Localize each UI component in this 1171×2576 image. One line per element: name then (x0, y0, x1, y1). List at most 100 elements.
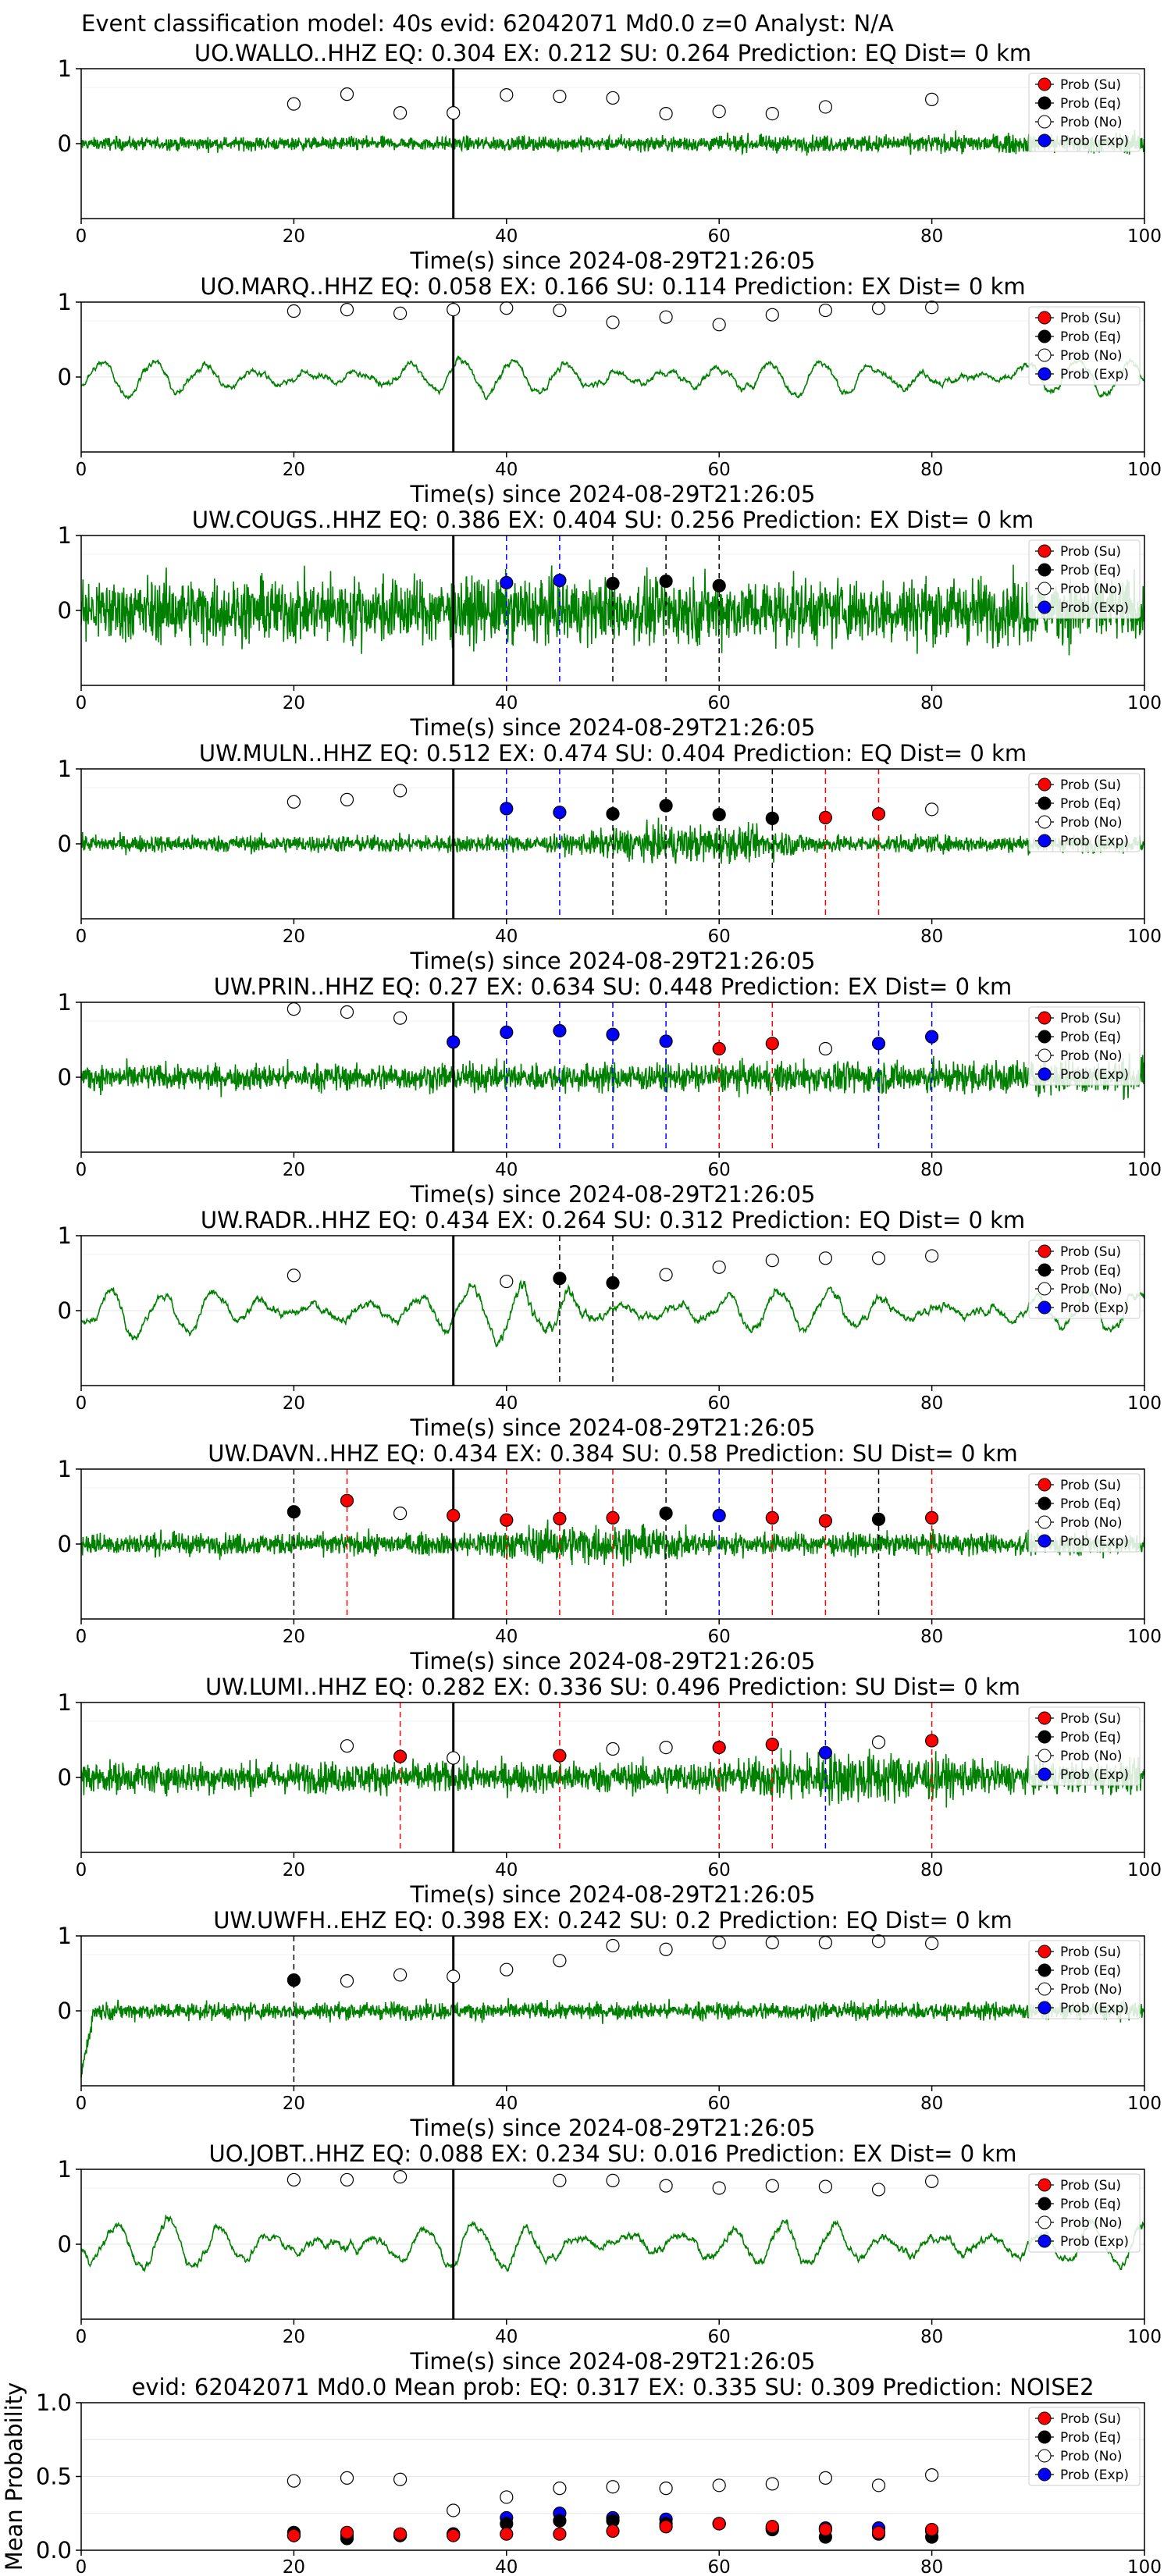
legend-label-exp: Prob (Exp) (1060, 2467, 1129, 2483)
prob-marker-no (712, 1260, 726, 1274)
prob-marker-no (818, 1251, 833, 1265)
panel-legend: Prob (Su) Prob (Eq) Prob (No) Prob (Exp) (1028, 73, 1141, 152)
x-axis-label: Time(s) since 2024-08-29T21:26:05 (410, 247, 816, 274)
waveform-trace (80, 1279, 1145, 1347)
x-tick-label: 100 (1127, 1160, 1162, 1180)
legend-marker-su (1038, 1244, 1052, 1258)
prob-marker-no (659, 310, 673, 324)
station-panel-4: UW.MULN..HHZ EQ: 0.512 EX: 0.474 SU: 0.4… (58, 740, 1162, 974)
prob-marker-eq (287, 1505, 301, 1519)
legend-label-eq: Prob (Eq) (1060, 1030, 1121, 1045)
mean-marker-no (287, 2474, 301, 2488)
legend-marker-no (1038, 115, 1052, 129)
legend-label-su: Prob (Su) (1060, 777, 1121, 793)
legend-marker-eq (1038, 563, 1052, 577)
mean-marker-no (924, 2468, 939, 2482)
legend-label-su: Prob (Su) (1060, 77, 1121, 93)
legend-marker-su (1038, 1478, 1052, 1492)
legend-frame (1028, 1006, 1141, 1086)
legend-label-no: Prob (No) (1060, 1515, 1123, 1531)
prob-marker-exp (818, 1745, 833, 1759)
prob-marker-no (606, 1938, 620, 1953)
prob-marker-eq (712, 578, 726, 592)
legend-label-eq: Prob (Eq) (1060, 2197, 1121, 2212)
prob-marker-no (871, 301, 886, 315)
prob-marker-exp (500, 1025, 514, 1040)
mean-marker-no (871, 2478, 886, 2492)
panel-legend: Prob (Su) Prob (Eq) Prob (No) Prob (Exp) (1028, 306, 1141, 386)
prob-marker-no (447, 106, 461, 120)
legend-marker-no (1038, 1048, 1052, 1062)
prob-marker-su (765, 1738, 779, 1752)
mean-marker-no (712, 2478, 726, 2492)
x-tick-label: 40 (495, 2557, 518, 2576)
x-tick-label: 80 (920, 2094, 943, 2114)
x-axis-label: Time(s) since 2024-08-29T21:26:05 (410, 714, 816, 741)
legend-frame (1028, 773, 1141, 852)
prob-marker-no (659, 2179, 673, 2193)
x-tick-label: 20 (283, 460, 305, 480)
mean-marker-no (818, 2471, 833, 2485)
legend-frame (1028, 306, 1141, 386)
x-tick-label: 0 (76, 1627, 87, 1647)
prob-marker-eq (659, 574, 673, 589)
waveform-trace (80, 1998, 1145, 2078)
legend-frame (1028, 1706, 1141, 1786)
prob-marker-no (871, 1934, 886, 1948)
legend-label-su: Prob (Su) (1060, 1011, 1121, 1026)
x-tick-label: 20 (283, 1627, 305, 1647)
x-tick-label: 20 (283, 2094, 305, 2114)
panel-title: UO.JOBT..HHZ EQ: 0.088 EX: 0.234 SU: 0.0… (209, 2140, 1017, 2167)
prob-marker-no (340, 303, 354, 317)
y-tick-label: 1 (58, 55, 72, 82)
x-tick-label: 80 (920, 2557, 943, 2576)
legend-frame (1028, 1240, 1141, 1319)
y-tick-label: 1 (58, 1689, 72, 1716)
waveform-trace (80, 1748, 1145, 1808)
mean-marker-no (500, 2490, 514, 2504)
x-axis-label: Time(s) since 2024-08-29T21:26:05 (410, 1181, 816, 1208)
prob-marker-no (287, 1268, 301, 1283)
y-tick-label: 1 (58, 1222, 72, 1249)
prob-marker-no (606, 91, 620, 105)
legend-marker-exp (1038, 1067, 1052, 1081)
legend-marker-eq (1038, 1030, 1052, 1044)
mean-marker-no (659, 2482, 673, 2496)
x-tick-label: 80 (920, 1860, 943, 1880)
legend-marker-exp (1038, 2001, 1052, 2015)
prob-marker-no (818, 1936, 833, 1950)
legend-frame (1028, 539, 1141, 619)
prob-marker-no (659, 107, 673, 121)
prob-marker-su (553, 1749, 567, 1763)
legend-label-eq: Prob (Eq) (1060, 796, 1121, 812)
legend-frame (1028, 2173, 1141, 2253)
legend-label-no: Prob (No) (1060, 115, 1123, 130)
prob-marker-exp (553, 806, 567, 820)
prob-marker-no (818, 2179, 833, 2194)
x-axis-label: Time(s) since 2024-08-29T21:26:05 (410, 2115, 816, 2141)
legend-marker-exp (1038, 367, 1052, 381)
prob-marker-no (340, 1739, 354, 1753)
x-tick-label: 0 (76, 2557, 87, 2576)
x-tick-label: 0 (76, 226, 87, 247)
panel-legend: Prob (Su) Prob (Eq) Prob (No) Prob (Exp) (1028, 1006, 1141, 1086)
legend-label-no: Prob (No) (1060, 2215, 1123, 2231)
station-panel-7: UW.DAVN..HHZ EQ: 0.434 EX: 0.384 SU: 0.5… (58, 1440, 1162, 1674)
prob-marker-eq (659, 1507, 673, 1521)
legend-marker-su (1038, 1011, 1052, 1025)
prob-marker-no (447, 1751, 461, 1765)
prob-marker-no (924, 2174, 939, 2188)
legend-label-no: Prob (No) (1060, 2449, 1123, 2464)
mean-marker-su (924, 2522, 939, 2537)
legend-label-exp: Prob (Exp) (1060, 367, 1129, 382)
prob-marker-no (871, 1251, 886, 1265)
y-tick-label: 0 (58, 130, 72, 157)
legend-marker-no (1038, 1282, 1052, 1296)
prob-marker-su (871, 806, 886, 821)
prob-marker-no (393, 1507, 408, 1521)
panel-title: UO.WALLO..HHZ EQ: 0.304 EX: 0.212 SU: 0.… (194, 40, 1031, 66)
station-panel-8: UW.LUMI..HHZ EQ: 0.282 EX: 0.336 SU: 0.4… (58, 1674, 1162, 1908)
legend-label-eq: Prob (Eq) (1060, 2430, 1121, 2446)
prob-marker-no (606, 315, 620, 329)
